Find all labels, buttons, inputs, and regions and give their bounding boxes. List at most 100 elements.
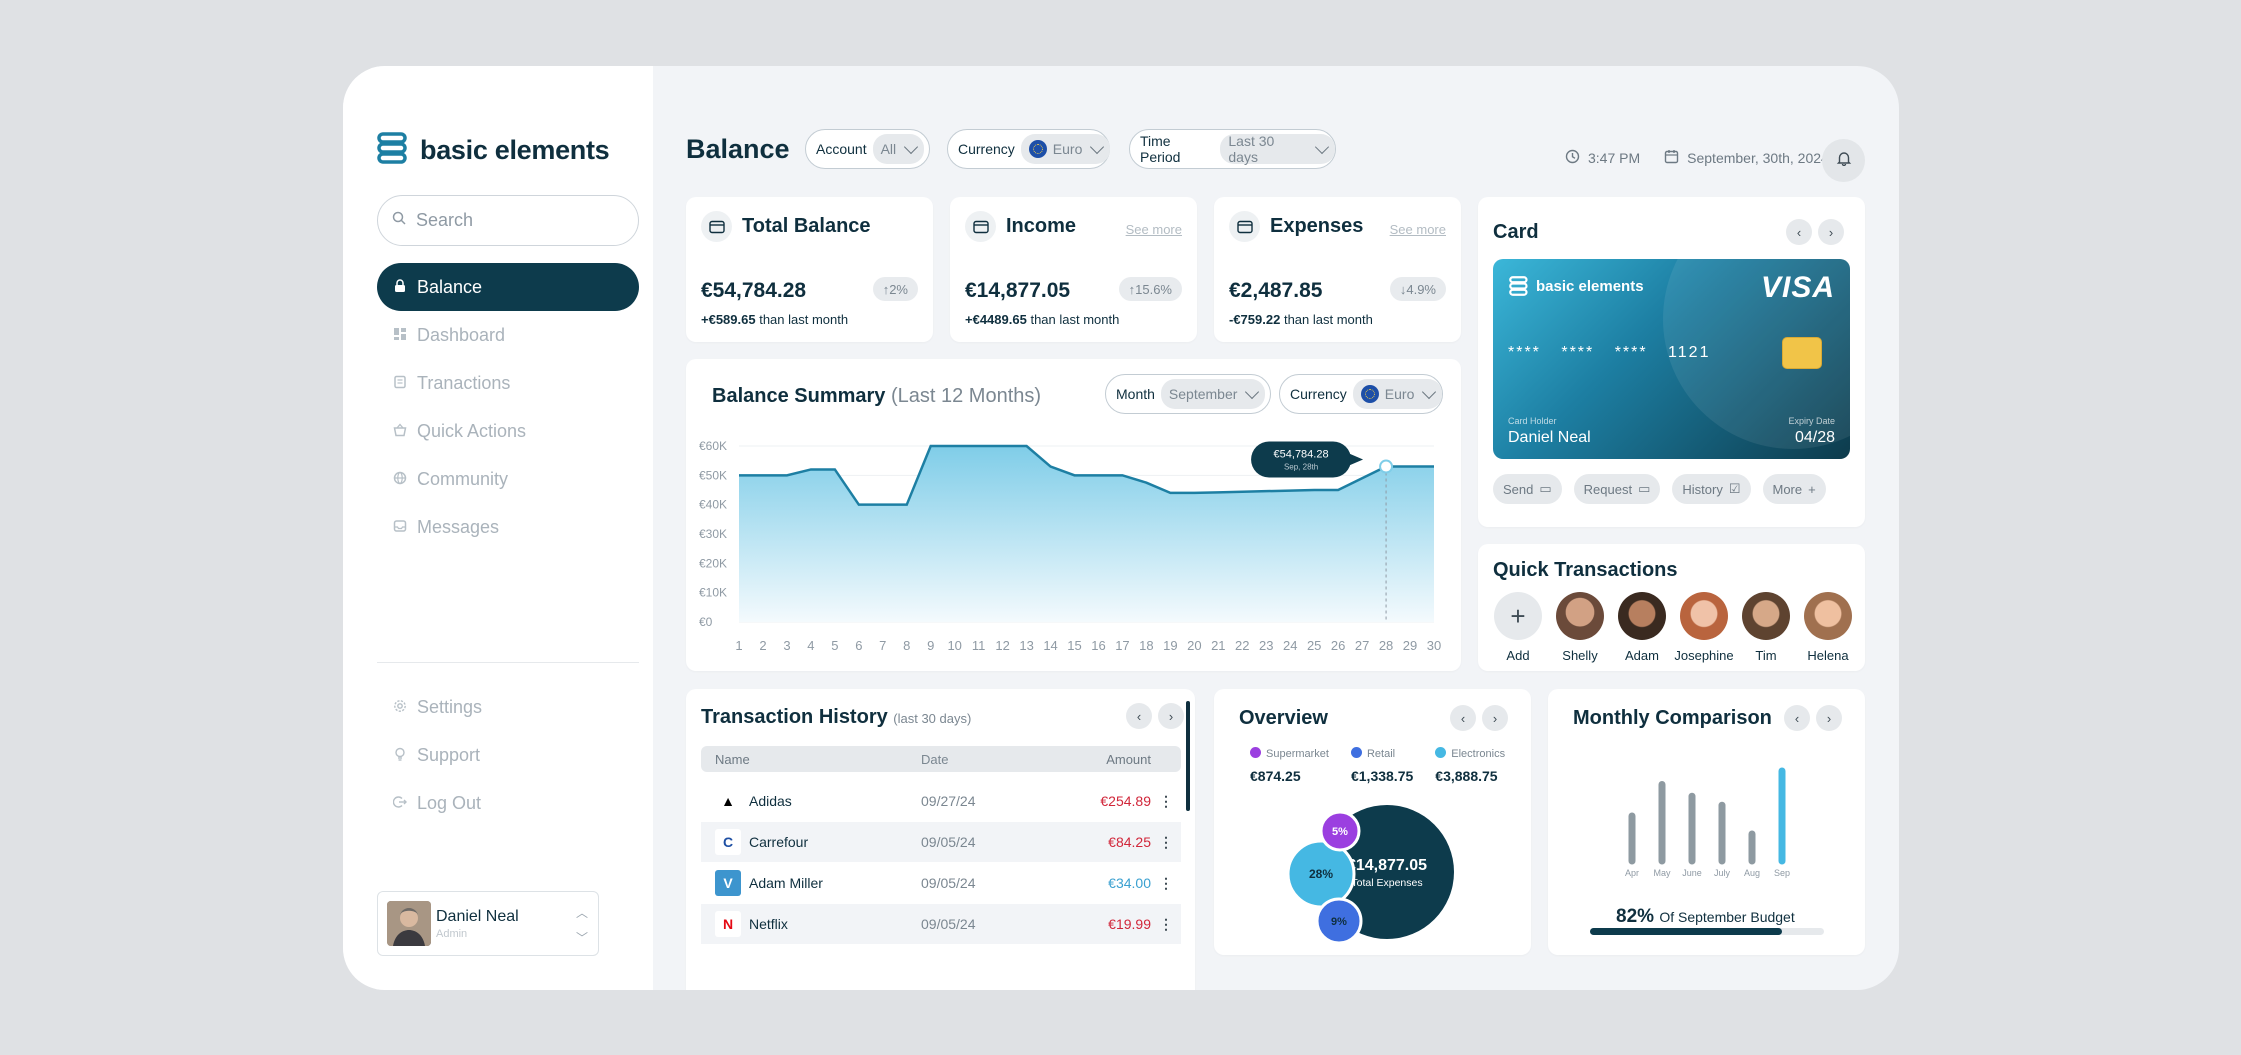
send-button[interactable]: Send ▭ [1493, 474, 1562, 504]
more-vertical-icon[interactable]: ⋮ [1159, 874, 1173, 891]
y-tick-label: €40K [699, 498, 727, 512]
overview-bubble-chart: €14,877.05 Total Expenses 28% 5% 9% [1286, 805, 1454, 945]
chevron-down-icon [1314, 139, 1330, 154]
quick-add-label: Add [1506, 648, 1530, 663]
highlight-point [1379, 459, 1394, 474]
time-period-filter[interactable]: Time Period Last 30 days [1129, 129, 1336, 169]
summary-currency-filter[interactable]: Currency Euro [1279, 374, 1443, 414]
stat-badge: ↓4.9% [1389, 277, 1446, 301]
currency-filter[interactable]: Currency Euro [947, 129, 1111, 169]
request-button[interactable]: Request ▭ [1573, 474, 1661, 504]
chevron-left-icon[interactable]: ‹ [1786, 219, 1812, 245]
x-tick-label: 6 [855, 638, 862, 653]
legend-value: €3,888.75 [1435, 768, 1498, 784]
chevron-left-icon[interactable]: ‹ [1784, 705, 1810, 731]
transaction-date: 09/05/24 [921, 834, 976, 850]
more-vertical-icon[interactable]: ⋮ [1159, 792, 1173, 809]
nav-item-transactions[interactable]: Tranactions [377, 359, 639, 407]
filter-label: Month [1116, 386, 1155, 402]
user-menu-toggle[interactable]: ︿ ﹀ [576, 904, 588, 946]
chevron-right-icon[interactable]: › [1158, 703, 1184, 729]
y-tick-label: €20K [699, 556, 727, 570]
nav-item-dashboard[interactable]: Dashboard [377, 311, 639, 359]
monthly-comparison-card: Monthly Comparison ‹ › Apr May June July Aug… [1548, 689, 1865, 955]
avatar [1804, 592, 1852, 640]
quick-contact[interactable]: Shelly [1555, 592, 1605, 663]
chevron-down-icon: ﹀ [575, 931, 588, 945]
history-button[interactable]: History ☑ [1672, 474, 1751, 504]
stat-value: €2,487.85 [1229, 279, 1323, 302]
notifications-button[interactable] [1822, 139, 1865, 182]
x-tick-label: 27 [1355, 638, 1369, 653]
stat-delta: +€589.65 [701, 312, 756, 327]
user-profile[interactable]: Daniel Neal Admin ︿ ﹀ [377, 891, 599, 956]
nav-item-community[interactable]: Community [377, 455, 639, 503]
stat-note: -€759.22 than last month [1229, 312, 1373, 327]
x-tick-label: 5 [831, 638, 838, 653]
legend-item: Supermarket €874.25 [1250, 747, 1329, 784]
card-network: VISA [1760, 271, 1835, 304]
search-input[interactable] [416, 210, 616, 231]
credit-card[interactable]: basic elements VISA **** **** **** 1121 … [1493, 259, 1850, 459]
see-more-link[interactable]: See more [1389, 222, 1446, 237]
scrollbar[interactable] [1186, 701, 1190, 811]
table-row[interactable]: C Carrefour 09/05/24 €84.25 ⋮ [701, 822, 1181, 862]
more-button[interactable]: More + [1762, 474, 1826, 504]
nav-item-settings[interactable]: Settings [377, 683, 639, 731]
stat-card-income: Income See more €14,877.05 ↑15.6% +€4489… [950, 197, 1197, 342]
contact-name: Josephine [1674, 648, 1734, 663]
table-row[interactable]: ▲ Adidas 09/27/24 €254.89 ⋮ [701, 781, 1181, 821]
month-filter[interactable]: Month September [1105, 374, 1271, 414]
quick-contact[interactable]: Adam [1617, 592, 1667, 663]
see-more-link[interactable]: See more [1125, 222, 1182, 237]
nav-item-balance[interactable]: Balance [377, 263, 639, 311]
filter-label: Account [816, 141, 867, 157]
legend-item: Retail €1,338.75 [1350, 747, 1413, 784]
nav-label: Quick Actions [417, 420, 527, 441]
lightbulb-icon [393, 745, 407, 766]
nav-item-quick-actions[interactable]: Quick Actions [377, 407, 639, 455]
table-row[interactable]: N Netflix 09/05/24 €19.99 ⋮ [701, 904, 1181, 944]
more-vertical-icon[interactable]: ⋮ [1159, 915, 1173, 932]
filter-value: Euro [1384, 386, 1415, 402]
bubble-retail [1315, 897, 1363, 945]
card-actions: Send ▭ Request ▭ History ☑ More + [1493, 474, 1826, 504]
x-tick-label: 4 [807, 638, 814, 653]
nav-label: Dashboard [417, 324, 506, 345]
card-number: **** **** **** 1121 [1508, 344, 1711, 361]
y-tick-label: €0 [699, 615, 713, 629]
chevron-left-icon[interactable]: ‹ [1450, 705, 1476, 731]
main-nav: Balance Dashboard Tranactions Quick Acti… [377, 263, 639, 551]
merchant-logo-icon: V [715, 870, 741, 896]
quick-add[interactable]: + Add [1493, 592, 1543, 663]
x-tick-label: 10 [947, 638, 961, 653]
filter-label: Currency [1290, 386, 1347, 402]
table-row[interactable]: V Adam Miller 09/05/24 €34.00 ⋮ [701, 863, 1181, 903]
balance-summary-title: Balance Summary (Last 12 Months) [712, 385, 1041, 408]
chevron-right-icon[interactable]: › [1818, 219, 1844, 245]
filter-label: Currency [958, 141, 1015, 157]
receipt-icon [393, 373, 407, 394]
current-time: 3:47 PM [1588, 150, 1641, 166]
chevron-right-icon[interactable]: › [1482, 705, 1508, 731]
nav-item-logout[interactable]: Log Out [377, 779, 639, 827]
tooltip-value: €54,784.28 [1274, 449, 1329, 461]
brand-logo[interactable]: basic elements [376, 132, 610, 169]
search-icon [392, 211, 406, 230]
more-vertical-icon[interactable]: ⋮ [1159, 833, 1173, 850]
y-tick-label: €50K [699, 468, 727, 482]
nav-item-support[interactable]: Support [377, 731, 639, 779]
x-tick-label: 30 [1427, 638, 1441, 653]
chevron-left-icon[interactable]: ‹ [1126, 703, 1152, 729]
nav-item-messages[interactable]: Messages [377, 503, 639, 551]
account-filter[interactable]: Account All [805, 129, 930, 169]
series-line [739, 444, 1434, 506]
x-tick-label: 11 [972, 638, 986, 653]
quick-contact[interactable]: Helena [1803, 592, 1853, 663]
merchant-name: Adidas [749, 793, 792, 809]
wallet-icon [701, 211, 732, 242]
quick-contact[interactable]: Josephine [1674, 592, 1734, 663]
search-box[interactable] [377, 195, 639, 246]
chevron-right-icon[interactable]: › [1816, 705, 1842, 731]
quick-contact[interactable]: Tim [1741, 592, 1791, 663]
